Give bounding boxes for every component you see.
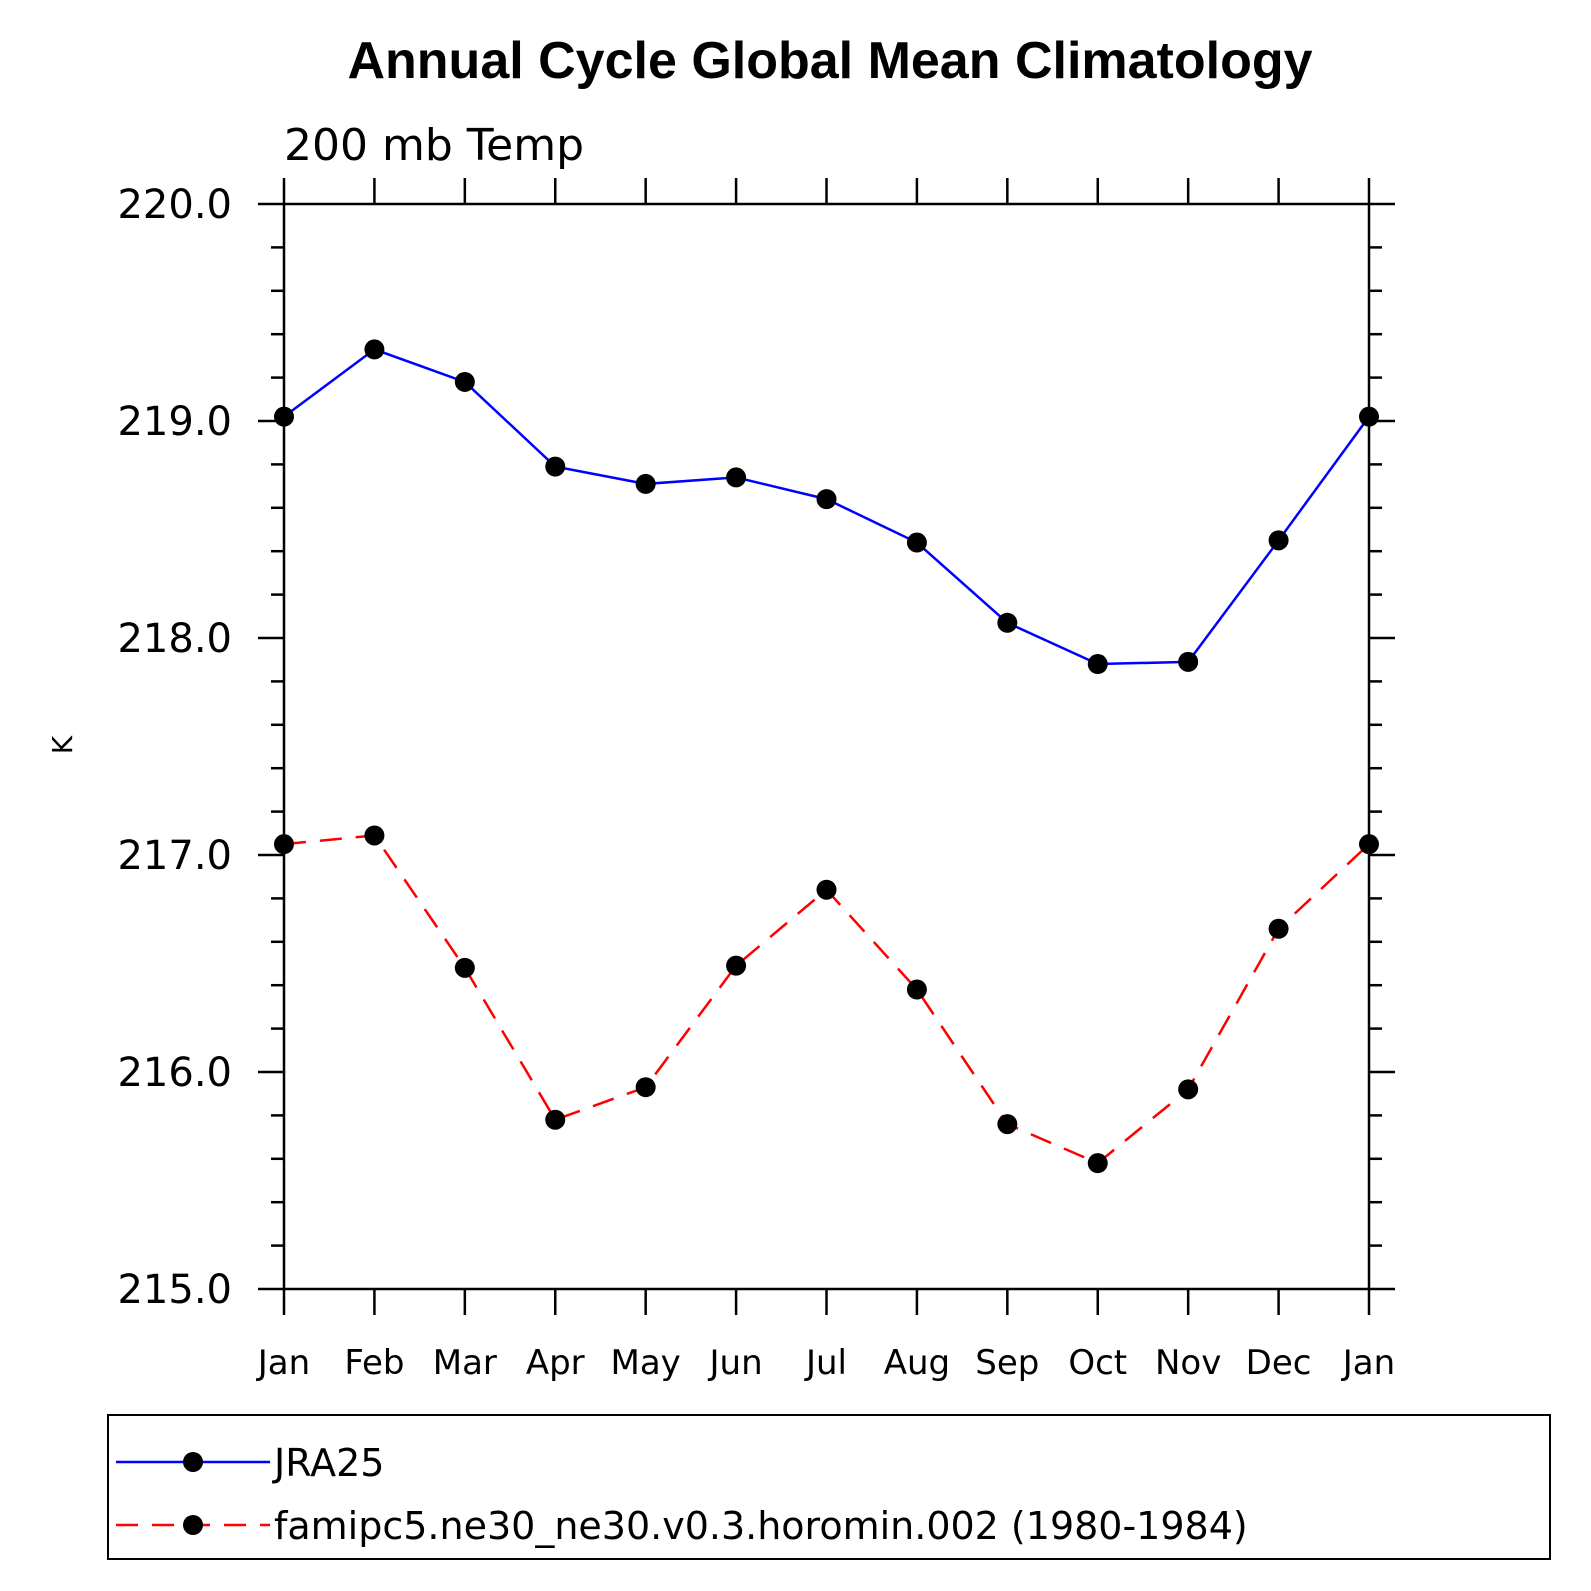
data-point bbox=[816, 879, 837, 900]
data-point bbox=[1268, 918, 1289, 939]
x-tick-label: Aug bbox=[884, 1343, 950, 1383]
chart-title: Annual Cycle Global Mean Climatology bbox=[347, 32, 1312, 90]
data-point bbox=[1178, 1079, 1199, 1100]
y-tick-label: 219.0 bbox=[117, 399, 232, 445]
y-tick-label: 218.0 bbox=[117, 616, 232, 662]
data-point bbox=[454, 957, 475, 978]
legend-label-0: JRA25 bbox=[272, 1441, 384, 1485]
y-tick-label: 215.0 bbox=[117, 1267, 232, 1313]
x-tick-label: Jan bbox=[1341, 1343, 1395, 1383]
y-axis-label: K bbox=[46, 735, 79, 754]
data-point bbox=[274, 406, 294, 427]
plot-frame bbox=[282, 202, 1371, 1291]
data-point bbox=[906, 979, 927, 1000]
y-tick-labels: 215.0 216.0 217.0 218.0 219.0 220.0 bbox=[117, 182, 232, 1313]
data-point bbox=[726, 955, 747, 976]
x-tick-label: Jan bbox=[256, 1343, 310, 1383]
data-point bbox=[635, 1077, 656, 1098]
data-point bbox=[906, 532, 927, 553]
data-point bbox=[726, 467, 747, 488]
y-tick-label: 217.0 bbox=[117, 833, 232, 879]
x-tick-label: Dec bbox=[1246, 1343, 1312, 1383]
x-tick-label: Mar bbox=[433, 1343, 497, 1383]
x-tick-label: Oct bbox=[1068, 1343, 1127, 1383]
legend-frame bbox=[107, 1414, 1551, 1560]
series-lines bbox=[274, 339, 1379, 1174]
x-tick-label: Sep bbox=[975, 1343, 1039, 1383]
data-point bbox=[997, 612, 1018, 633]
legend-marker-1 bbox=[183, 1515, 203, 1535]
data-point bbox=[364, 339, 385, 360]
data-point bbox=[274, 834, 294, 855]
data-point bbox=[997, 1114, 1018, 1135]
y-tick-label: 216.0 bbox=[117, 1050, 232, 1096]
data-point bbox=[454, 371, 475, 392]
data-point bbox=[1268, 530, 1289, 551]
data-point bbox=[364, 825, 385, 846]
data-point bbox=[1359, 834, 1379, 855]
data-point bbox=[1178, 651, 1199, 672]
x-tick-labels: Jan Feb Mar Apr May Jun Jul Aug Sep Oct Nov Dec Jan bbox=[256, 1343, 1395, 1383]
legend-entries: JRA25 famipc5.ne30_ne30.v0.3.horomin.002 … bbox=[116, 1441, 1248, 1548]
x-tick-label: Feb bbox=[344, 1343, 404, 1383]
data-point bbox=[545, 456, 566, 477]
legend: JRA25 famipc5.ne30_ne30.v0.3.horomin.002 … bbox=[107, 1414, 1551, 1560]
axis-ticks bbox=[258, 178, 1395, 1315]
x-tick-label: Jul bbox=[804, 1343, 847, 1383]
x-tick-label: Nov bbox=[1155, 1343, 1221, 1383]
y-tick-label: 220.0 bbox=[117, 182, 232, 228]
data-point bbox=[635, 473, 656, 494]
data-point bbox=[816, 489, 837, 510]
x-tick-label: May bbox=[611, 1343, 681, 1383]
data-point bbox=[1087, 1153, 1108, 1174]
data-point bbox=[1087, 654, 1108, 675]
chart-subtitle: 200 mb Temp bbox=[284, 120, 584, 171]
data-point bbox=[1359, 406, 1379, 427]
data-point bbox=[545, 1109, 566, 1130]
legend-label-1: famipc5.ne30_ne30.v0.3.horomin.002 (1980… bbox=[274, 1504, 1248, 1548]
x-tick-label: Apr bbox=[526, 1343, 585, 1383]
x-tick-label: Jun bbox=[708, 1343, 763, 1383]
legend-marker-0 bbox=[183, 1452, 203, 1472]
